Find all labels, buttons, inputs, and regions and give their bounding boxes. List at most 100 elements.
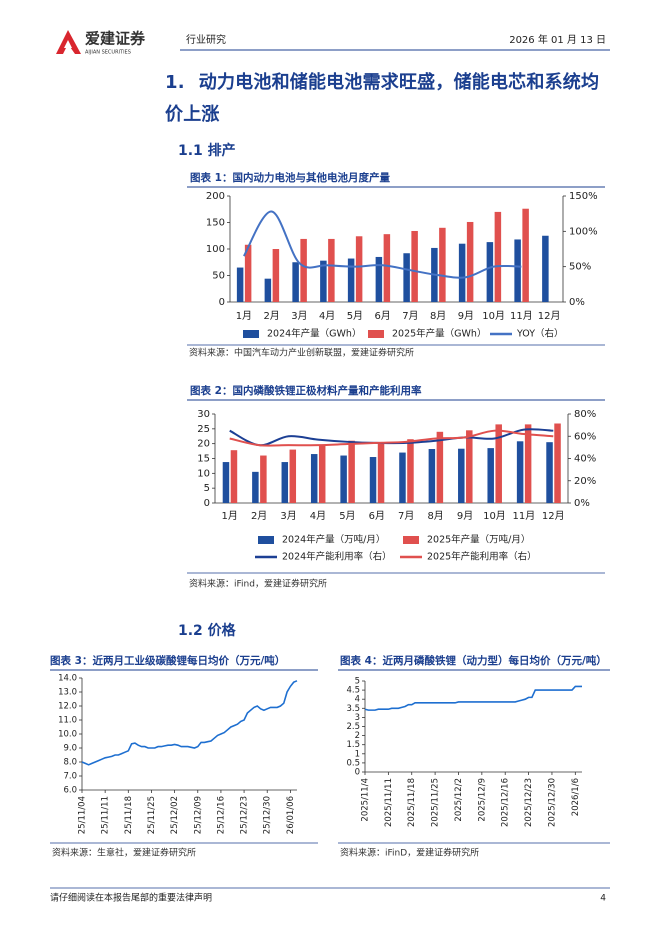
series-line bbox=[364, 685, 582, 711]
x-tick-label: 8月 bbox=[427, 510, 443, 522]
bar bbox=[369, 457, 377, 503]
bar bbox=[439, 227, 446, 302]
x-tick-label: 8月 bbox=[430, 310, 446, 322]
bar bbox=[487, 448, 494, 503]
x-tick-label: 1月 bbox=[236, 310, 252, 322]
bar bbox=[340, 455, 347, 503]
bar bbox=[466, 430, 473, 503]
bar bbox=[318, 444, 326, 503]
x-tick-label: 11月 bbox=[513, 510, 536, 522]
x-tick-label: 26/01/06 bbox=[286, 796, 296, 834]
y-tick-label: 3 bbox=[355, 713, 360, 723]
bar bbox=[222, 462, 230, 503]
bar bbox=[310, 454, 318, 503]
y-tick-label: 2.5 bbox=[346, 722, 360, 732]
bar bbox=[495, 424, 502, 503]
bar bbox=[375, 256, 383, 302]
subheading: 1.1 排产 bbox=[178, 143, 236, 159]
x-tick-label: 2026/1/6 bbox=[571, 778, 581, 816]
source: 资料来源：中国汽车动力产业创新联盟，爱建证券研究所 bbox=[189, 347, 414, 359]
y-tick-label: 6.0 bbox=[63, 786, 77, 796]
legend-swatch bbox=[258, 536, 274, 544]
x-tick-label: 5月 bbox=[347, 310, 363, 322]
x-tick-label: 10月 bbox=[482, 310, 505, 322]
bar bbox=[328, 238, 335, 302]
x-tick-label: 2025/12/2 bbox=[454, 778, 464, 822]
subheading: 1.2 价格 bbox=[178, 623, 236, 639]
x-tick-label: 5月 bbox=[339, 510, 355, 522]
x-tick-label: 4月 bbox=[319, 310, 335, 322]
legend-label: 2025年产量（万吨/月） bbox=[427, 534, 530, 546]
x-tick-label: 2025/12/23 bbox=[524, 778, 534, 827]
x-tick-label: 2025/11/25 bbox=[431, 778, 441, 827]
legend-label: 2024年产能利用率（右） bbox=[282, 551, 392, 563]
y-tick-label: 11.0 bbox=[58, 716, 77, 726]
x-tick-label: 25/12/16 bbox=[216, 796, 226, 834]
bar bbox=[522, 208, 529, 302]
x-tick-label: 1月 bbox=[222, 510, 238, 522]
bar bbox=[542, 235, 549, 302]
y-tick-label: 1 bbox=[355, 749, 360, 759]
x-tick-label: 2025/11/11 bbox=[384, 778, 394, 827]
y2-tick-label: 150% bbox=[569, 191, 598, 202]
x-tick-label: 25/12/02 bbox=[170, 796, 180, 834]
bar bbox=[320, 260, 327, 302]
bar bbox=[348, 440, 355, 503]
bar bbox=[514, 239, 521, 302]
bar bbox=[428, 449, 436, 503]
bar bbox=[524, 424, 532, 503]
bar bbox=[516, 441, 524, 503]
y-tick-label: 5 bbox=[355, 677, 360, 687]
x-tick-label: 25/11/11 bbox=[101, 796, 111, 834]
bar bbox=[458, 448, 465, 503]
brand: 爱建证券 bbox=[85, 30, 146, 48]
bar bbox=[236, 267, 244, 302]
x-tick-label: 25/12/23 bbox=[240, 796, 250, 834]
y-tick-label: 1.5 bbox=[346, 740, 360, 750]
x-tick-label: 2025/12/30 bbox=[547, 778, 557, 827]
bar bbox=[252, 471, 259, 503]
x-tick-label: 25/12/09 bbox=[193, 796, 203, 834]
y-tick-label: 0 bbox=[219, 297, 225, 308]
legend-swatch bbox=[403, 536, 419, 544]
y-tick-label: 10 bbox=[197, 468, 210, 479]
bar bbox=[244, 244, 252, 302]
series-line bbox=[229, 429, 554, 447]
y-tick-label: 200 bbox=[206, 191, 225, 202]
y2-tick-label: 20% bbox=[574, 476, 596, 487]
y-tick-label: 13.0 bbox=[58, 688, 77, 698]
x-tick-label: 3月 bbox=[280, 510, 296, 522]
x-tick-label: 2月 bbox=[263, 310, 279, 322]
bar bbox=[300, 238, 307, 302]
x-tick-label: 7月 bbox=[402, 310, 418, 322]
date: 2026 年 01 月 13 日 bbox=[509, 33, 606, 46]
source: 资料来源：iFinD，爱建证券研究所 bbox=[340, 847, 479, 859]
section-heading: 1. 动力电池和储能电池需求旺盛，储能电芯和系统均价上涨 bbox=[165, 67, 605, 131]
bar bbox=[458, 243, 466, 302]
x-tick-label: 11月 bbox=[510, 310, 533, 322]
y-tick-label: 20 bbox=[197, 439, 210, 450]
chart-title: 图表 1：国内动力电池与其他电池月度产量 bbox=[190, 171, 390, 184]
legend-label: 2024年产量（万吨/月） bbox=[282, 534, 385, 546]
bar bbox=[289, 449, 297, 503]
heading-text: 动力电池和储能电池需求旺盛，储能电芯和系统均价上涨 bbox=[165, 72, 600, 125]
chart-title: 图表 2：国内磷酸铁锂正极材料产量和产能利用率 bbox=[190, 384, 422, 397]
source: 资料来源：iFind，爱建证券研究所 bbox=[189, 578, 327, 590]
x-tick-label: 2025/12/9 bbox=[477, 778, 487, 822]
legend-label: 2025年产能利用率（右） bbox=[427, 551, 537, 563]
footer-notice: 请仔细阅读在本报告尾部的重要法律声明 bbox=[50, 892, 212, 904]
heading-number: 1. bbox=[165, 72, 185, 93]
bar bbox=[230, 450, 238, 503]
y-tick-label: 0 bbox=[355, 768, 360, 778]
x-tick-label: 25/11/18 bbox=[124, 796, 134, 834]
bar bbox=[466, 221, 474, 302]
bar bbox=[407, 439, 414, 503]
y-tick-label: 8.0 bbox=[63, 758, 77, 768]
bar bbox=[281, 462, 289, 503]
bar bbox=[494, 211, 502, 302]
series-line bbox=[243, 210, 522, 279]
y-tick-label: 50 bbox=[212, 271, 225, 282]
x-tick-label: 3月 bbox=[291, 310, 307, 322]
x-tick-label: 2025/12/16 bbox=[501, 778, 511, 827]
y-tick-label: 4 bbox=[355, 695, 360, 705]
